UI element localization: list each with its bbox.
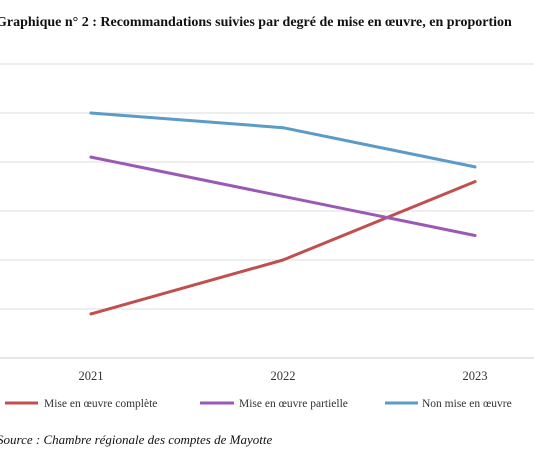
data-point-2-2022 xyxy=(281,194,285,198)
data-point-1-2022 xyxy=(281,258,285,262)
data-point-2-2021 xyxy=(89,155,93,159)
source-note: Source : Chambre régionale des comptes d… xyxy=(0,432,273,447)
data-point-3-2023 xyxy=(473,165,477,169)
x-tick-label-2021: 2021 xyxy=(79,369,104,383)
series-lines xyxy=(89,111,477,316)
chart-title: Graphique n° 2 : Recommandations suivies… xyxy=(0,15,512,30)
data-point-3-2021 xyxy=(89,111,93,115)
data-point-1-2023 xyxy=(473,180,477,184)
data-point-1-2021 xyxy=(89,312,93,316)
series-line-1 xyxy=(89,180,477,316)
data-point-3-2022 xyxy=(281,126,285,130)
data-point-2-2023 xyxy=(473,234,477,237)
gridlines xyxy=(0,63,534,359)
x-tick-label-2023: 2023 xyxy=(463,369,488,383)
legend-label-1: Mise en œuvre complète xyxy=(44,398,157,410)
x-axis-ticks: 2021 2022 2023 xyxy=(79,369,488,383)
series-line-3 xyxy=(89,111,477,169)
legend-label-3: Non mise en œuvre xyxy=(422,398,512,410)
legend: Mise en œuvre complète Mise en œuvre part… xyxy=(5,398,512,410)
legend-label-2: Mise en œuvre partielle xyxy=(239,398,348,410)
x-tick-label-2022: 2022 xyxy=(271,369,296,383)
